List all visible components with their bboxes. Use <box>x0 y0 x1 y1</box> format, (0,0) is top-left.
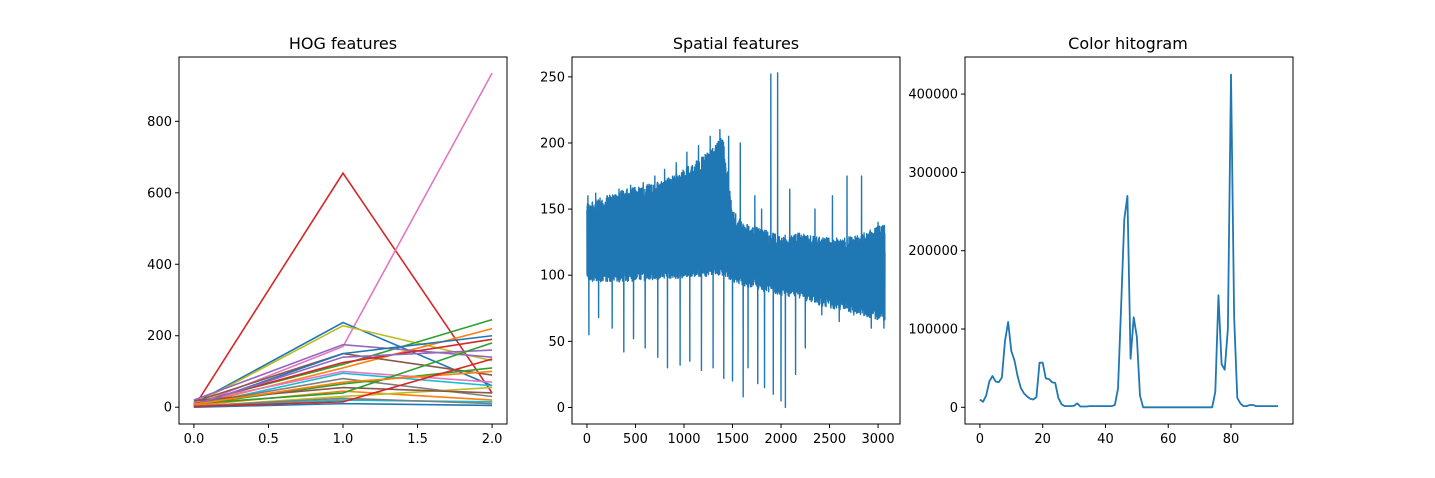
color-hist-plot-area <box>979 73 1279 409</box>
hog-series-line <box>193 342 493 405</box>
color-hist-x-tick-label: 20 <box>1034 432 1051 447</box>
color-hist-y-tick-label: 200000 <box>908 244 958 259</box>
spatial-features-title: Spatial features <box>673 34 799 53</box>
hog-x-tick-label: 0.5 <box>258 432 279 447</box>
color-hist-y-tick-label: 300000 <box>908 166 958 181</box>
spatial-features-panel: Spatial features 0 500 1000 1500 2000 2500 300… <box>540 34 901 447</box>
hog-features-panel: HOG features 0.0 0.5 1.0 1.5 2.0 0 200 400 600 80… <box>147 34 508 447</box>
color-histogram-panel: Color hitogram 0 20 40 60 80 0 100000 200000 300… <box>908 34 1294 447</box>
hog-series-line <box>193 321 493 405</box>
spatial-axes-frame <box>571 56 901 425</box>
hog-x-tick-label: 0.0 <box>184 432 205 447</box>
spatial-y-tick-label: 200 <box>540 136 565 151</box>
color-histogram-title: Color hitogram <box>1068 34 1188 53</box>
hog-series-line <box>193 358 493 408</box>
spatial-x-tick-label: 3000 <box>862 432 895 447</box>
hog-y-tick-label: 400 <box>147 258 172 273</box>
hog-plot-area <box>193 72 493 409</box>
color-hist-x-tick-label: 80 <box>1223 432 1240 447</box>
color-hist-x-tick-label: 40 <box>1097 432 1114 447</box>
spatial-x-tick-label: 1000 <box>667 432 700 447</box>
hog-x-tick-label: 2.0 <box>482 432 503 447</box>
hog-y-tick-label: 0 <box>164 401 172 416</box>
hog-series-line <box>193 370 493 403</box>
hog-y-tick-label: 600 <box>147 186 172 201</box>
hog-y-tick-label: 200 <box>147 329 172 344</box>
color-hist-y-tick-label: 400000 <box>908 88 958 103</box>
spatial-plot-area <box>586 72 886 409</box>
color-hist-x-tick-label: 60 <box>1160 432 1177 447</box>
spatial-x-tick-label: 1500 <box>716 432 749 447</box>
hog-series-line <box>193 72 493 407</box>
hog-series-line <box>193 397 493 407</box>
hog-series-line <box>193 171 493 408</box>
spatial-y-tick-label: 150 <box>540 203 565 218</box>
hog-x-tick-label: 1.5 <box>407 432 428 447</box>
spatial-y-tick-label: 50 <box>548 335 565 350</box>
hog-series-line <box>193 324 493 406</box>
hog-series-line <box>193 349 493 406</box>
hog-features-title: HOG features <box>289 34 397 53</box>
color-hist-y-tick-label: 0 <box>950 401 958 416</box>
spatial-x-tick-label: 2000 <box>764 432 797 447</box>
color-hist-axes-frame <box>964 56 1294 425</box>
spatial-x-tick-label: 500 <box>623 432 648 447</box>
spatial-y-tick-label: 0 <box>557 401 565 416</box>
color-hist-series-line <box>979 73 1279 409</box>
spatial-x-tick-label: 0 <box>583 432 591 447</box>
spatial-series-line <box>586 72 886 409</box>
spatial-y-tick-label: 100 <box>540 269 565 284</box>
spatial-y-tick-label: 250 <box>540 70 565 85</box>
hog-x-tick-label: 1.0 <box>333 432 354 447</box>
hog-series-line <box>193 370 493 406</box>
spatial-x-tick-label: 2500 <box>813 432 846 447</box>
color-hist-y-tick-label: 100000 <box>908 322 958 337</box>
hog-y-tick-label: 800 <box>147 115 172 130</box>
hog-series-line <box>193 402 493 409</box>
color-hist-x-tick-label: 0 <box>976 432 984 447</box>
